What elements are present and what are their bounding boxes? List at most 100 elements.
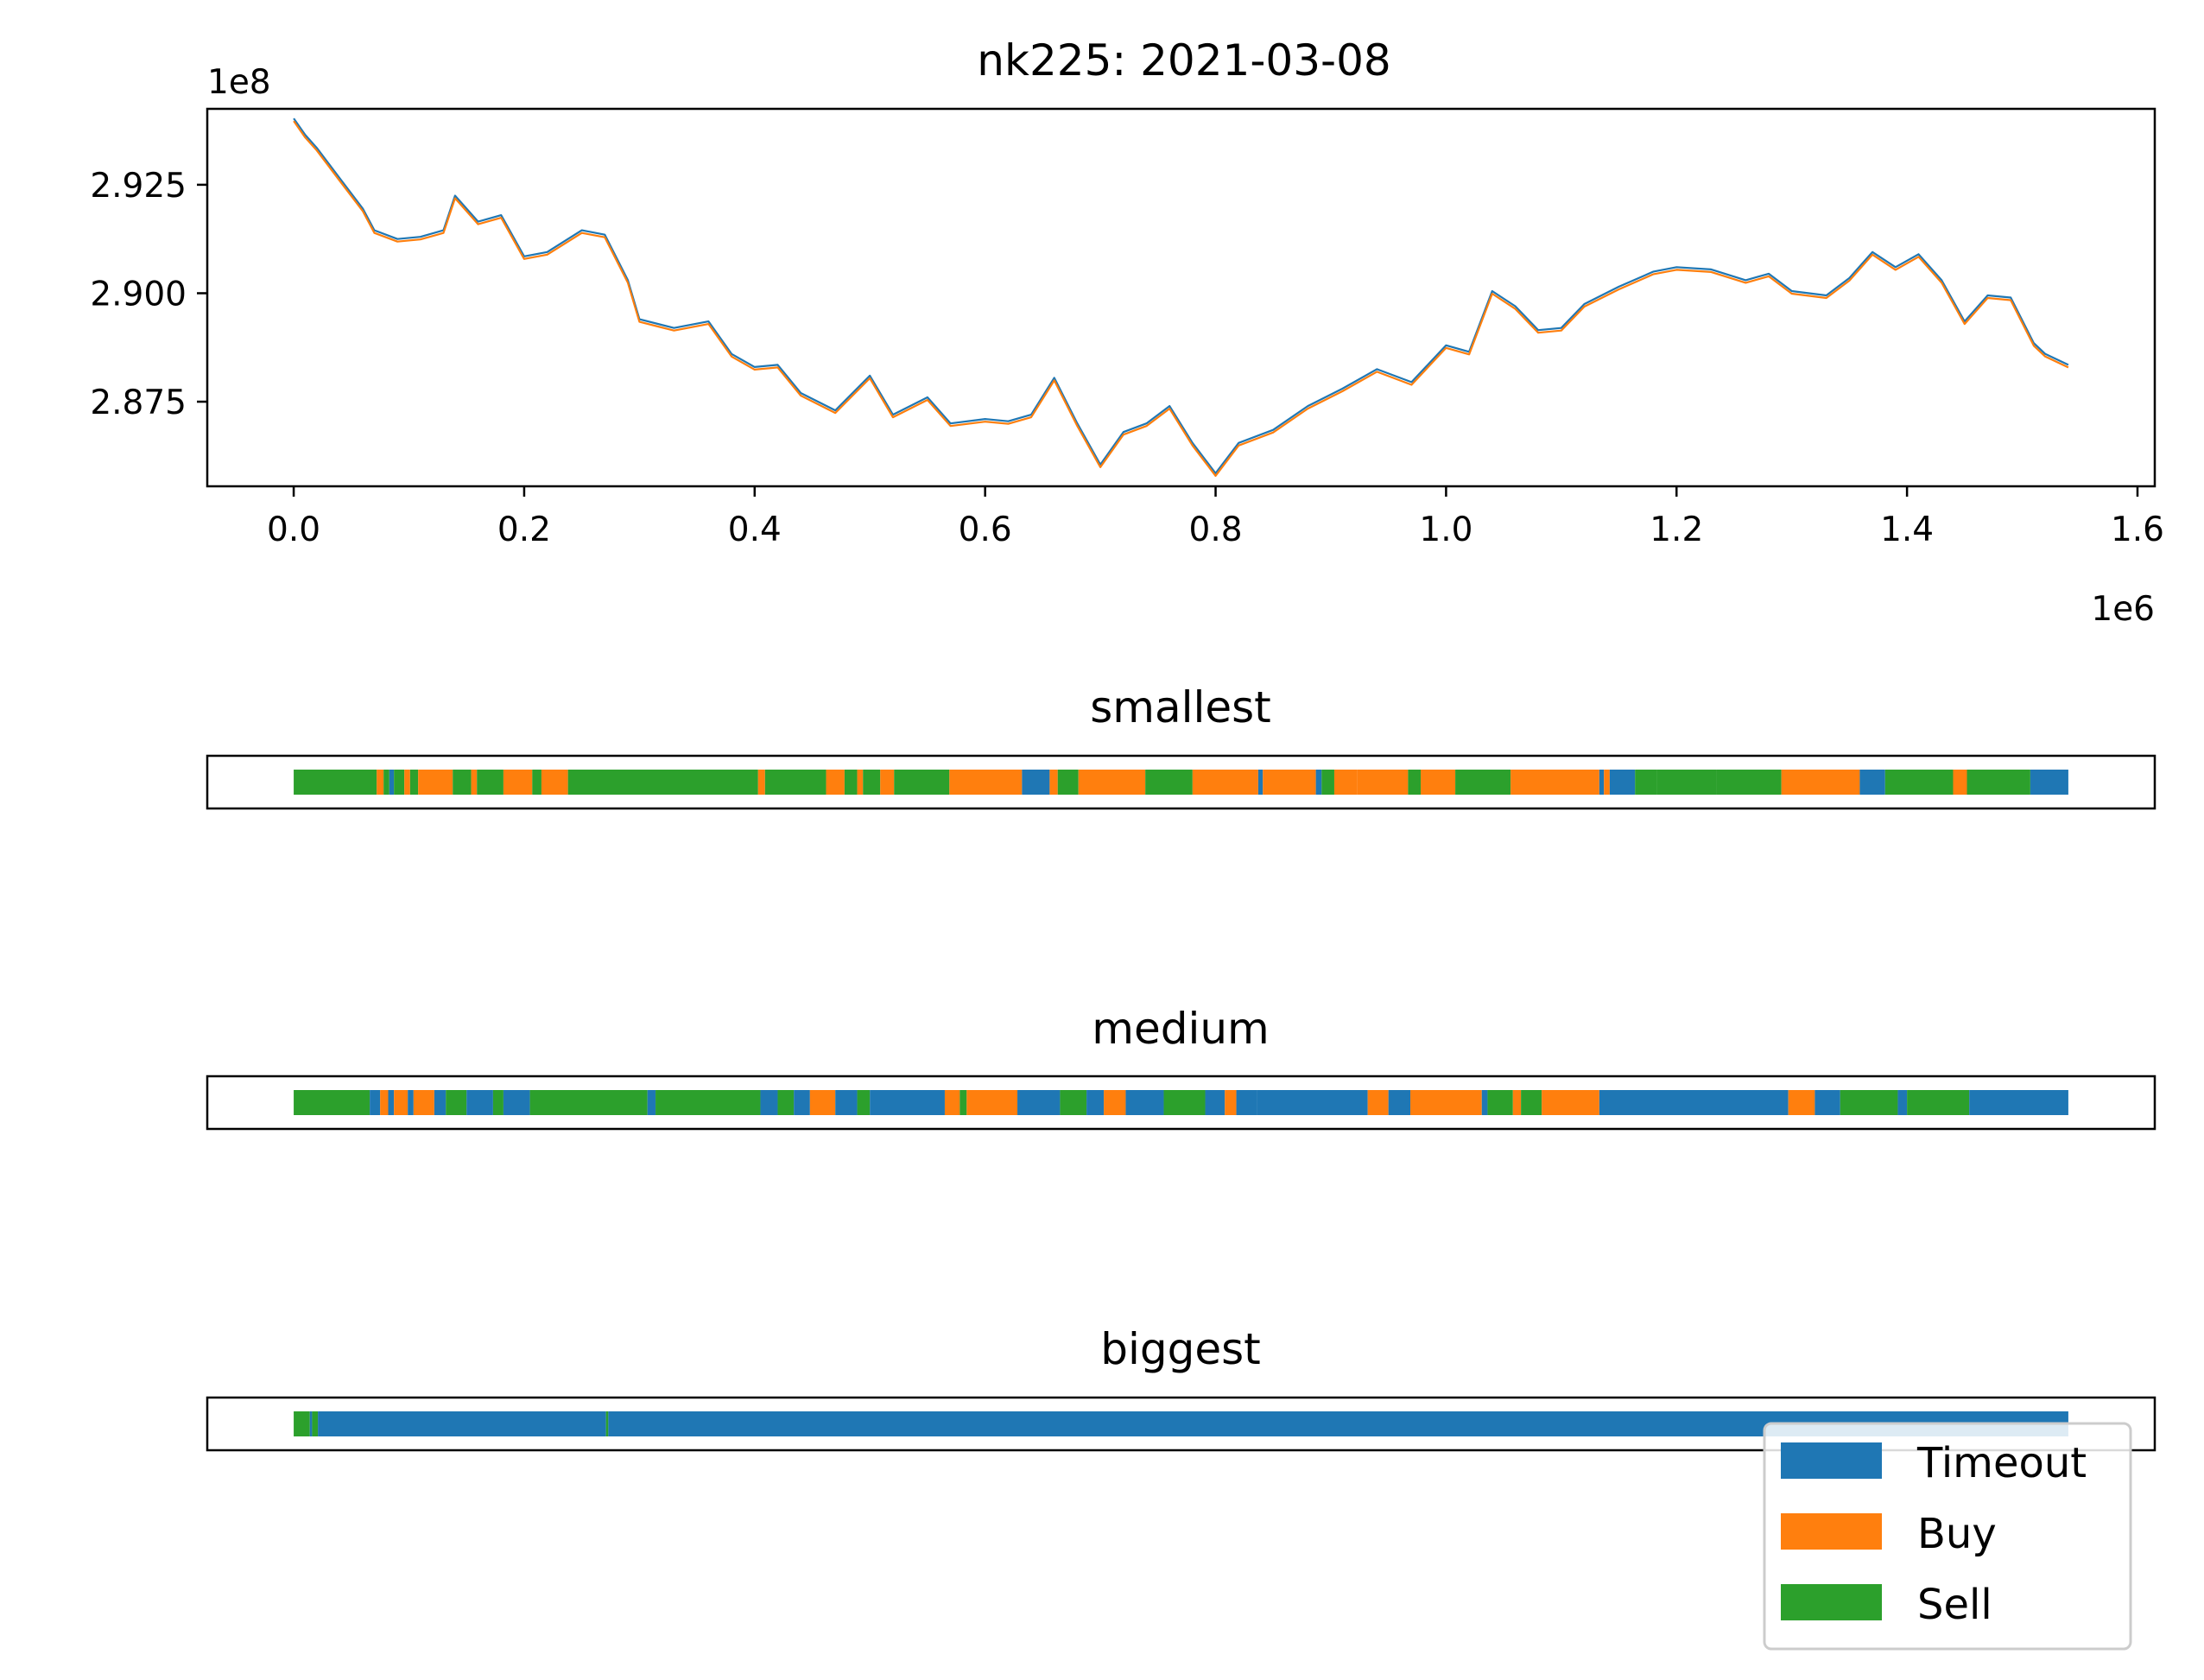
x-tick-label: 0.8 [1189, 510, 1243, 549]
segment-timeout [1599, 1090, 1789, 1115]
segment-sell [656, 1090, 761, 1115]
segment-sell [1060, 1090, 1087, 1115]
segment-sell [1057, 770, 1079, 795]
segment-sell [1656, 770, 1717, 795]
segment-sell [777, 1090, 795, 1115]
strip-smallest-segments [294, 770, 2068, 795]
price-chart: nk225: 2021-03-08 1e8 2.925 2.900 2.875 0.… [90, 35, 2164, 629]
x-tick-label: 1.0 [1419, 510, 1472, 549]
segment-buy [413, 1090, 434, 1115]
segment-sell [1163, 1090, 1206, 1115]
segment-timeout [370, 1090, 381, 1115]
segment-buy [1788, 1090, 1815, 1115]
y-tick-label: 2.925 [90, 167, 187, 206]
segment-buy [1357, 770, 1409, 795]
strip-biggest-frame [206, 1396, 2156, 1452]
segment-buy [1367, 1090, 1389, 1115]
segment-sell [1455, 770, 1511, 795]
segment-sell [1487, 1090, 1513, 1115]
legend-swatch-sell [1781, 1584, 1882, 1620]
segment-buy [809, 1090, 836, 1115]
segment-buy [1512, 1090, 1522, 1115]
segment-buy [377, 770, 384, 795]
segment-timeout [835, 1090, 858, 1115]
x-tick-label: 0.0 [267, 510, 320, 549]
x-tick-label: 1.4 [1880, 510, 1934, 549]
x-tick-label: 0.6 [959, 510, 1012, 549]
strip-medium-title: medium [1092, 1004, 1270, 1054]
segment-timeout [760, 1090, 778, 1115]
price-series-1 [293, 117, 2069, 475]
price-series-2 [293, 120, 2069, 478]
segment-timeout [1481, 1090, 1488, 1115]
segment-timeout [794, 1090, 810, 1115]
segment-buy [966, 1090, 1018, 1115]
legend-swatch-timeout [1781, 1442, 1882, 1479]
segment-timeout [647, 1090, 656, 1115]
segment-buy [418, 770, 453, 795]
y-tick-label: 2.900 [90, 275, 187, 314]
segment-buy [1953, 770, 1967, 795]
segment-buy [394, 1090, 408, 1115]
legend-label-sell: Sell [1917, 1581, 1992, 1629]
segment-timeout [1205, 1090, 1226, 1115]
segment-sell [394, 770, 405, 795]
price-chart-title: nk225: 2021-03-08 [977, 35, 1390, 86]
segment-timeout [503, 1090, 530, 1115]
segment-timeout [1814, 1090, 1840, 1115]
segment-sell [605, 1411, 609, 1436]
segment-timeout [1017, 1090, 1061, 1115]
segment-buy [1510, 770, 1599, 795]
price-lines [293, 117, 2069, 478]
segment-sell [446, 1090, 467, 1115]
legend-label-buy: Buy [1917, 1510, 1997, 1558]
segment-timeout [408, 1090, 414, 1115]
x-tick-label: 0.2 [497, 510, 551, 549]
segment-buy [503, 770, 533, 795]
segment-sell [764, 770, 826, 795]
segment-timeout [388, 1090, 395, 1115]
segment-timeout [1257, 770, 1264, 795]
segment-buy [757, 770, 765, 795]
segment-buy [1192, 770, 1258, 795]
segment-timeout [389, 770, 395, 795]
segment-timeout [1236, 1090, 1257, 1115]
segment-timeout [1609, 770, 1636, 795]
segment-sell [453, 770, 472, 795]
segment-buy [1604, 770, 1610, 795]
segment-timeout [1125, 1090, 1164, 1115]
segment-buy [826, 770, 845, 795]
segment-buy [1104, 1090, 1126, 1115]
segment-timeout [1257, 1090, 1368, 1115]
x-axis-ticks: 0.0 0.2 0.4 0.6 0.8 1.0 1.2 1.4 1.6 [267, 486, 2164, 549]
segment-buy [1225, 1090, 1237, 1115]
y-axis-multiplier: 1e8 [207, 63, 271, 102]
strip-smallest-title: smallest [1090, 682, 1271, 732]
segment-sell [1907, 1090, 1970, 1115]
segment-sell [477, 770, 504, 795]
strip-medium-segments [294, 1090, 2068, 1115]
segment-sell [1840, 1090, 1898, 1115]
segment-buy [949, 770, 1023, 795]
segment-sell [529, 1090, 648, 1115]
segment-sell [1145, 770, 1193, 795]
segment-buy [880, 770, 895, 795]
segment-timeout [1897, 1090, 1908, 1115]
segment-sell [960, 1090, 967, 1115]
strip-medium-frame [206, 1075, 2156, 1131]
segment-sell [1716, 770, 1782, 795]
strip-medium: medium [206, 1004, 2156, 1131]
segment-buy [1333, 770, 1358, 795]
segment-timeout [434, 1090, 446, 1115]
segment-sell [492, 1090, 504, 1115]
segment-timeout [318, 1411, 606, 1436]
segment-sell [294, 1411, 310, 1436]
segment-sell [1408, 770, 1422, 795]
segment-sell [857, 1090, 871, 1115]
y-axis-ticks: 2.925 2.900 2.875 [90, 167, 207, 422]
segment-buy [857, 770, 864, 795]
segment-buy [1410, 1090, 1482, 1115]
segment-sell [844, 770, 858, 795]
segment-sell [294, 1090, 370, 1115]
segment-timeout [870, 1090, 945, 1115]
